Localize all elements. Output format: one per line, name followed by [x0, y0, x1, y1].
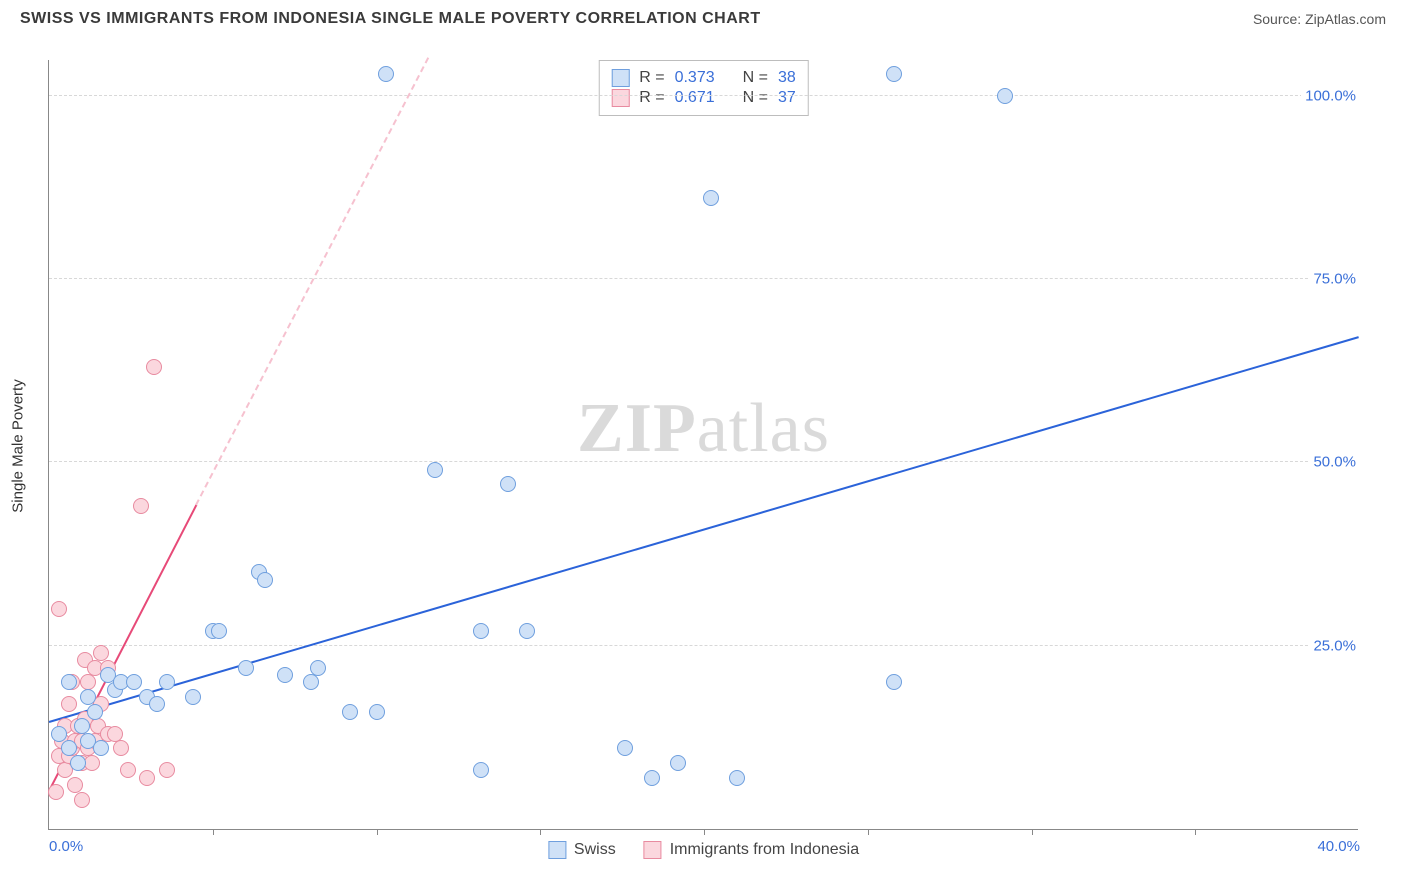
data-point-indonesia	[133, 498, 149, 514]
series-legend: Swiss Immigrants from Indonesia	[548, 841, 859, 859]
x-tick	[540, 829, 541, 835]
data-point-swiss	[80, 689, 96, 705]
y-tick-label: 100.0%	[1301, 87, 1360, 104]
legend-swiss-N: 38	[778, 69, 796, 87]
swatch-swiss	[611, 69, 629, 87]
data-point-swiss	[238, 660, 254, 676]
x-tick	[1195, 829, 1196, 835]
gridline	[49, 278, 1358, 279]
data-point-swiss	[519, 623, 535, 639]
swatch-indonesia	[611, 89, 629, 107]
x-tick	[1032, 829, 1033, 835]
watermark-part2: atlas	[697, 390, 830, 467]
gridline	[49, 645, 1358, 646]
x-axis-min-label: 0.0%	[49, 838, 83, 855]
watermark-part1: ZIP	[577, 390, 697, 467]
data-point-swiss	[997, 88, 1013, 104]
legend-row-swiss: R = 0.373 N = 38	[611, 69, 796, 87]
data-point-swiss	[617, 740, 633, 756]
data-point-swiss	[303, 674, 319, 690]
chart-title: SWISS VS IMMIGRANTS FROM INDONESIA SINGL…	[20, 10, 761, 28]
legend-R-label: R =	[639, 69, 664, 87]
gridline	[49, 461, 1358, 462]
x-tick	[704, 829, 705, 835]
data-point-indonesia	[139, 770, 155, 786]
data-point-indonesia	[107, 726, 123, 742]
legend-row-indonesia: R = 0.671 N = 37	[611, 89, 796, 107]
data-point-indonesia	[67, 777, 83, 793]
data-point-swiss	[703, 190, 719, 206]
data-point-swiss	[61, 674, 77, 690]
series-legend-swiss: Swiss	[548, 841, 616, 859]
data-point-swiss	[87, 704, 103, 720]
gridline	[49, 95, 1358, 96]
watermark: ZIPatlas	[577, 389, 830, 469]
data-point-swiss	[886, 674, 902, 690]
swatch-swiss	[548, 841, 566, 859]
data-point-swiss	[342, 704, 358, 720]
data-point-swiss	[473, 762, 489, 778]
series-legend-indonesia: Immigrants from Indonesia	[644, 841, 859, 859]
data-point-swiss	[61, 740, 77, 756]
chart-header: SWISS VS IMMIGRANTS FROM INDONESIA SINGL…	[0, 0, 1406, 34]
data-point-indonesia	[113, 740, 129, 756]
data-point-swiss	[185, 689, 201, 705]
data-point-indonesia	[48, 784, 64, 800]
data-point-swiss	[500, 476, 516, 492]
legend-R-label: R =	[639, 89, 664, 107]
data-point-swiss	[378, 66, 394, 82]
legend-swiss-R: 0.373	[675, 69, 715, 87]
y-tick-label: 25.0%	[1309, 637, 1360, 654]
data-point-swiss	[277, 667, 293, 683]
data-point-swiss	[93, 740, 109, 756]
data-point-swiss	[473, 623, 489, 639]
y-tick-label: 75.0%	[1309, 271, 1360, 288]
trend-line	[195, 58, 429, 506]
data-point-swiss	[149, 696, 165, 712]
data-point-swiss	[126, 674, 142, 690]
legend-indonesia-R: 0.671	[675, 89, 715, 107]
data-point-indonesia	[61, 696, 77, 712]
data-point-swiss	[670, 755, 686, 771]
data-point-swiss	[644, 770, 660, 786]
data-point-swiss	[369, 704, 385, 720]
y-axis-title: Single Male Poverty	[10, 379, 27, 512]
x-tick	[377, 829, 378, 835]
data-point-indonesia	[74, 792, 90, 808]
chart-source: Source: ZipAtlas.com	[1253, 11, 1386, 27]
series-label-swiss: Swiss	[574, 841, 616, 859]
legend-N-label: N =	[743, 89, 768, 107]
data-point-swiss	[257, 572, 273, 588]
data-point-swiss	[159, 674, 175, 690]
data-point-swiss	[310, 660, 326, 676]
data-point-indonesia	[159, 762, 175, 778]
legend-indonesia-N: 37	[778, 89, 796, 107]
data-point-swiss	[886, 66, 902, 82]
x-tick	[213, 829, 214, 835]
x-axis-max-label: 40.0%	[1317, 838, 1360, 855]
series-label-indonesia: Immigrants from Indonesia	[670, 841, 859, 859]
data-point-swiss	[70, 755, 86, 771]
correlation-legend: R = 0.373 N = 38 R = 0.671 N = 37	[598, 60, 809, 116]
data-point-indonesia	[80, 674, 96, 690]
data-point-swiss	[211, 623, 227, 639]
legend-N-label: N =	[743, 69, 768, 87]
data-point-swiss	[74, 718, 90, 734]
chart-plot-area: ZIPatlas R = 0.373 N = 38 R = 0.671 N = …	[48, 60, 1358, 830]
swatch-indonesia	[644, 841, 662, 859]
y-tick-label: 50.0%	[1309, 454, 1360, 471]
data-point-indonesia	[51, 601, 67, 617]
data-point-swiss	[51, 726, 67, 742]
data-point-indonesia	[120, 762, 136, 778]
data-point-indonesia	[146, 359, 162, 375]
data-point-indonesia	[93, 645, 109, 661]
data-point-swiss	[427, 462, 443, 478]
x-tick	[868, 829, 869, 835]
data-point-swiss	[729, 770, 745, 786]
